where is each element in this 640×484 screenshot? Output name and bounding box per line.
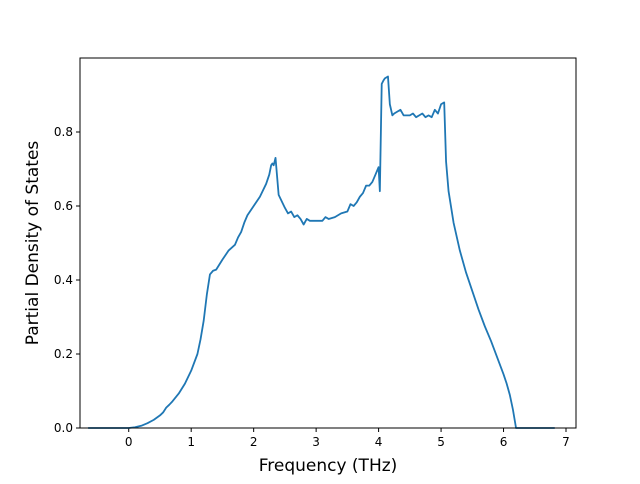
x-tick-label: 7: [562, 435, 570, 449]
series-layer: [88, 75, 555, 429]
y-axis-label: Partial Density of States: [23, 141, 43, 346]
y-tick-label: 0.6: [54, 199, 73, 213]
x-tick-label: 0: [125, 435, 133, 449]
y-tick-label: 0.2: [54, 347, 73, 361]
y-tick-label: 0.0: [54, 421, 73, 435]
x-tick-label: 4: [375, 435, 383, 449]
plot-frame: [79, 57, 577, 429]
x-axis-label: Frequency (THz): [259, 456, 398, 476]
y-tick-label: 0.4: [54, 273, 73, 287]
x-tick-label: 6: [500, 435, 508, 449]
x-tick-label: 2: [250, 435, 258, 449]
y-tick-label: 0.8: [54, 125, 73, 139]
series-line: [88, 75, 555, 429]
x-tick-label: 5: [437, 435, 445, 449]
ticks-layer: 0 1 2 3 4 5 6 7 0.0 0.2 0.4 0.6 0.8: [54, 125, 570, 449]
x-tick-label: 3: [312, 435, 320, 449]
x-tick-label: 1: [187, 435, 195, 449]
